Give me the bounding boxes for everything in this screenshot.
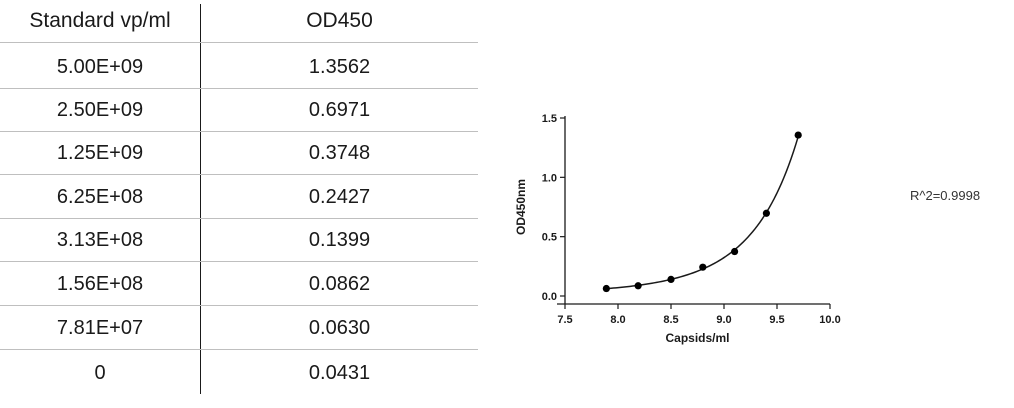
x-tick-label: 8.5 <box>663 314 678 326</box>
y-tick-label: 0.0 <box>542 291 557 303</box>
y-axis-title: OD450nm <box>514 179 528 235</box>
x-tick-label: 10.0 <box>819 314 840 326</box>
od-cell: 0.0862 <box>308 272 371 295</box>
header-od450: OD450 <box>306 9 373 32</box>
x-tick-label: 7.5 <box>557 314 572 326</box>
od-cell: 0.6971 <box>308 98 371 121</box>
standard-cell: 3.13E+08 <box>56 228 144 251</box>
x-tick-label: 9.5 <box>769 314 784 326</box>
data-point <box>634 282 642 290</box>
standard-cell: 7.81E+07 <box>56 316 144 339</box>
standard-cell: 6.25E+08 <box>56 185 144 208</box>
x-axis-title: Capsids/ml <box>665 331 729 345</box>
x-tick-label: 9.0 <box>716 314 731 326</box>
standard-cell: 0 <box>94 362 106 384</box>
table-row: 6.25E+08 0.2427 <box>0 176 478 219</box>
y-tick-label: 1.5 <box>542 113 557 125</box>
table-row: 1.25E+09 0.3748 <box>0 132 478 175</box>
x-tick-label: 8.0 <box>610 314 625 326</box>
od-cell: 0.1399 <box>308 228 371 251</box>
data-point <box>762 209 770 217</box>
table-row: 5.00E+09 1.3562 <box>0 46 478 89</box>
data-point <box>602 284 610 293</box>
standard-curve-chart: 0.0 0.5 1.0 1.5 7.5 8.0 8.5 9.0 9.5 10.0 Capsids/m… <box>514 113 841 345</box>
y-tick-label: 1.0 <box>542 172 557 184</box>
table-row: 0 0.0431 <box>0 352 478 395</box>
od-cell: 0.0630 <box>308 316 371 339</box>
y-tick-label: 0.5 <box>542 232 557 244</box>
data-point <box>667 275 675 283</box>
standard-cell: 5.00E+09 <box>56 55 144 78</box>
r-squared-annotation: R^2=0.9998 <box>910 188 981 203</box>
od-cell: 0.2427 <box>308 185 371 208</box>
table-header-row: Standard vp/ml OD450 <box>0 0 478 43</box>
data-point <box>699 263 707 271</box>
column-divider <box>200 4 201 394</box>
table-row: 2.50E+09 0.6971 <box>0 89 478 132</box>
data-point <box>731 247 739 256</box>
standard-cell: 2.50E+09 <box>56 98 144 121</box>
od-cell: 0.0431 <box>308 362 371 384</box>
table-row: 1.56E+08 0.0862 <box>0 263 478 306</box>
header-standard: Standard vp/ml <box>29 9 171 32</box>
od-cell: 0.3748 <box>308 141 371 164</box>
standards-table: Standard vp/ml OD450 5.00E+09 1.3562 2.5… <box>0 0 478 398</box>
data-point <box>794 131 802 139</box>
table-row: 7.81E+07 0.0630 <box>0 307 478 350</box>
standard-cell: 1.25E+09 <box>56 141 144 164</box>
table-row: 3.13E+08 0.1399 <box>0 219 478 262</box>
od-cell: 1.3562 <box>308 55 371 78</box>
standard-cell: 1.56E+08 <box>56 272 144 295</box>
